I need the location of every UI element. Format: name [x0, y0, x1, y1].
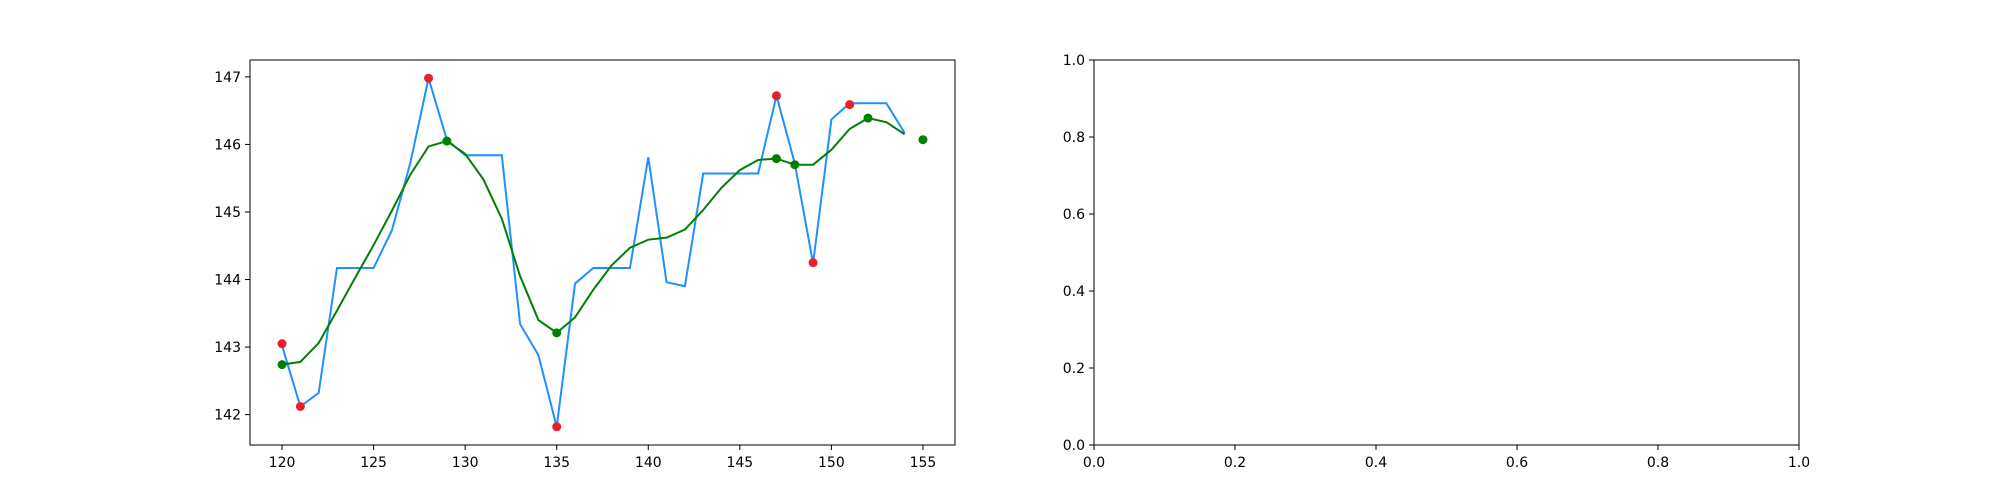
scatter-point-3-3 — [771, 154, 781, 164]
x-tick-label: 1.0 — [1788, 455, 1810, 471]
scatter-point-2-2 — [424, 73, 434, 83]
scatter-point-3-2 — [552, 328, 562, 338]
scatter-point-3-0 — [277, 360, 287, 370]
x-tick-label: 0.8 — [1647, 455, 1669, 471]
y-tick-label: 144 — [214, 273, 241, 289]
x-tick-label: 0.4 — [1365, 455, 1387, 471]
series-line-1 — [281, 117, 906, 366]
scatter-point-2-1 — [295, 402, 305, 411]
scatter-point-3-1 — [442, 136, 452, 146]
scatter-point-3-6 — [918, 135, 928, 145]
x-tick-label: 0.0 — [1083, 455, 1105, 471]
series-line-0 — [281, 77, 906, 428]
x-tick-label: 0.2 — [1224, 455, 1246, 471]
x-tick-label: 120 — [269, 455, 296, 471]
x-tick-label: 130 — [452, 455, 479, 471]
x-tick-label: 145 — [726, 455, 753, 471]
axes-frame — [249, 59, 956, 446]
y-tick-label: 0.2 — [1063, 361, 1085, 377]
x-tick-label: 155 — [910, 455, 937, 471]
y-tick-label: 0.6 — [1063, 207, 1085, 223]
y-tick-label: 143 — [214, 340, 241, 356]
right-axes: 0.0 0.2 0.4 0.6 0.8 1.0 0.0 0.2 0.4 0.6 0.8 1.0 — [1063, 53, 1810, 471]
left-axes: 120 125 130 135 140 145 150 155 142 143 144 145 146 1… — [214, 59, 956, 471]
x-tick-label: 125 — [360, 455, 387, 471]
scatter-point-2-5 — [808, 258, 818, 268]
x-tick-label: 135 — [543, 455, 570, 471]
y-tick-label: 147 — [214, 70, 241, 86]
y-tick-label: 0.0 — [1063, 438, 1085, 454]
axes-frame — [1093, 59, 1800, 446]
scatter-point-3-4 — [790, 160, 800, 170]
y-tick-label: 142 — [214, 408, 241, 424]
scatter-point-2-6 — [845, 100, 855, 110]
scatter-point-2-3 — [552, 422, 562, 432]
x-tick-label: 140 — [635, 455, 662, 471]
y-tick-label: 1.0 — [1063, 53, 1085, 69]
x-tick-label: 150 — [818, 455, 845, 471]
y-tick-label: 146 — [214, 137, 241, 153]
scatter-point-2-0 — [277, 339, 287, 349]
y-tick-label: 145 — [214, 205, 241, 221]
scatter-point-3-5 — [863, 113, 873, 123]
scatter-point-2-4 — [771, 91, 781, 101]
y-tick-label: 0.8 — [1063, 130, 1085, 146]
x-tick-label: 0.6 — [1506, 455, 1528, 471]
y-tick-label: 0.4 — [1063, 284, 1085, 300]
